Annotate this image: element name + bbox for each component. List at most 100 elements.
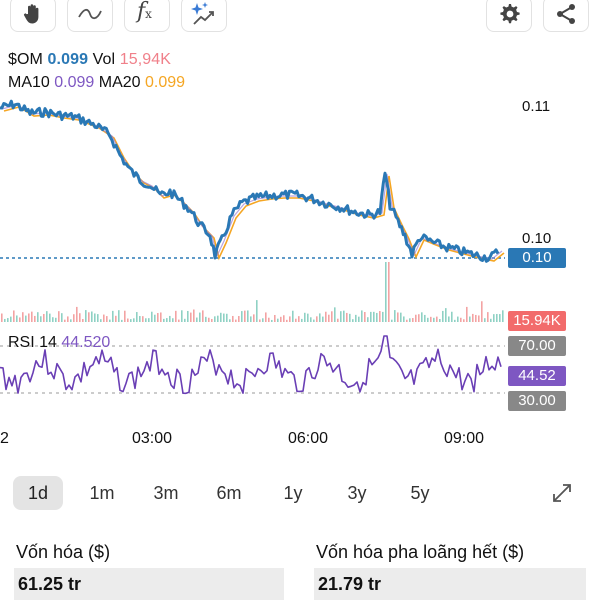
volume-bar — [403, 316, 405, 322]
volume-bar — [316, 316, 318, 322]
price-axis-top: 0.11 — [522, 98, 551, 115]
volume-bar — [241, 311, 243, 322]
volume-bar — [22, 312, 24, 322]
volume-bar — [493, 314, 495, 322]
wave-icon — [78, 8, 102, 20]
volume-bar — [433, 317, 435, 322]
fullscreen-button[interactable] — [545, 476, 579, 510]
volume-bar — [118, 310, 120, 322]
volume-bar — [88, 312, 90, 322]
volume-bar — [145, 318, 147, 322]
rsi-upper-badge: 70.00 — [508, 336, 566, 356]
volume-bar — [265, 312, 267, 322]
market-cap-value: 61.25 tr — [14, 568, 284, 600]
volume-bar — [106, 316, 108, 322]
fdv-value: 21.79 tr — [314, 568, 586, 600]
volume-bar — [73, 314, 75, 322]
volume-bar — [343, 310, 345, 322]
range-5y[interactable]: 5y — [410, 483, 430, 503]
volume-bar — [349, 313, 351, 322]
range-3y[interactable]: 3y — [347, 483, 367, 503]
ai-analysis-button[interactable] — [181, 0, 227, 32]
volume-bar — [391, 319, 393, 322]
volume-bar — [412, 318, 414, 322]
volume-bar — [85, 310, 87, 322]
volume-bar — [457, 316, 459, 322]
volume-bar — [31, 311, 33, 322]
hand-tool-button[interactable] — [10, 0, 56, 32]
volume-bar — [382, 311, 384, 322]
volume-bar — [427, 317, 429, 322]
volume-bar — [16, 315, 18, 322]
volume-bar — [43, 313, 45, 322]
volume-bar — [7, 318, 9, 322]
volume-bar — [10, 316, 12, 322]
volume-bar — [502, 310, 504, 322]
volume-bar — [277, 318, 279, 322]
volume-bar — [481, 301, 483, 322]
share-button[interactable] — [543, 0, 589, 32]
indicator-button[interactable]: fx — [124, 0, 170, 32]
range-1y[interactable]: 1y — [283, 483, 303, 503]
volume-bar — [40, 316, 42, 322]
volume-bar — [232, 315, 234, 322]
range-1d[interactable]: 1d — [13, 476, 63, 510]
volume-bar — [172, 318, 174, 322]
price-chart[interactable] — [0, 0, 600, 430]
line-tool-button[interactable] — [67, 0, 113, 32]
volume-bar — [475, 314, 477, 322]
volume-bar — [193, 309, 195, 322]
volume-bar — [154, 314, 156, 322]
volume-bar — [496, 313, 498, 322]
price-axis-mid: 0.10 — [522, 230, 552, 247]
rsi-current-badge: 44.52 — [508, 366, 566, 386]
volume-bar — [499, 314, 501, 322]
settings-button[interactable] — [486, 0, 532, 32]
volume-bar — [340, 311, 342, 322]
volume-bar — [289, 316, 291, 322]
volume-bar — [313, 319, 315, 322]
volume-bar — [181, 310, 183, 322]
volume-bar — [397, 312, 399, 322]
range-6m[interactable]: 6m — [216, 483, 242, 503]
volume-bar — [103, 314, 105, 322]
volume-bar — [454, 319, 456, 322]
volume-bar — [430, 316, 432, 322]
volume-bar — [394, 310, 396, 322]
volume-bar — [37, 312, 39, 322]
volume-bar — [250, 316, 252, 322]
volume-bar — [238, 316, 240, 322]
volume-bar — [178, 319, 180, 322]
range-selector: 1d 1m 3m 6m 1y 3y 5y — [0, 470, 600, 516]
range-3m[interactable]: 3m — [153, 483, 179, 503]
volume-bar — [208, 317, 210, 322]
volume-bar — [160, 312, 162, 322]
volume-bar — [187, 310, 189, 322]
volume-bar — [199, 312, 201, 322]
range-1m[interactable]: 1m — [89, 483, 115, 503]
volume-bar — [34, 315, 36, 322]
volume-bar — [439, 319, 441, 322]
volume-bar — [325, 311, 327, 322]
volume-bar — [373, 311, 375, 322]
volume-bar — [55, 317, 57, 322]
volume-bar — [304, 312, 306, 322]
ma10-value: 0.099 — [54, 74, 95, 91]
volume-bar — [421, 312, 423, 322]
volume-bar — [259, 319, 261, 322]
volume-bar — [49, 313, 51, 322]
volume-bar — [328, 314, 330, 322]
volume-bar — [58, 311, 60, 322]
volume-bar — [448, 316, 450, 322]
volume-bar — [466, 306, 468, 322]
volume-bar — [148, 318, 150, 322]
sparkle-chart-icon — [191, 2, 214, 25]
volume-bar — [229, 319, 231, 322]
price-legend: $OM 0.099 Vol 15,94K — [8, 51, 171, 69]
volume-bar — [169, 315, 171, 322]
volume-bar — [295, 318, 297, 322]
volume-bar — [220, 312, 222, 322]
volume-bar — [355, 314, 357, 322]
volume-bar — [214, 316, 216, 322]
volume-bar — [70, 319, 72, 322]
